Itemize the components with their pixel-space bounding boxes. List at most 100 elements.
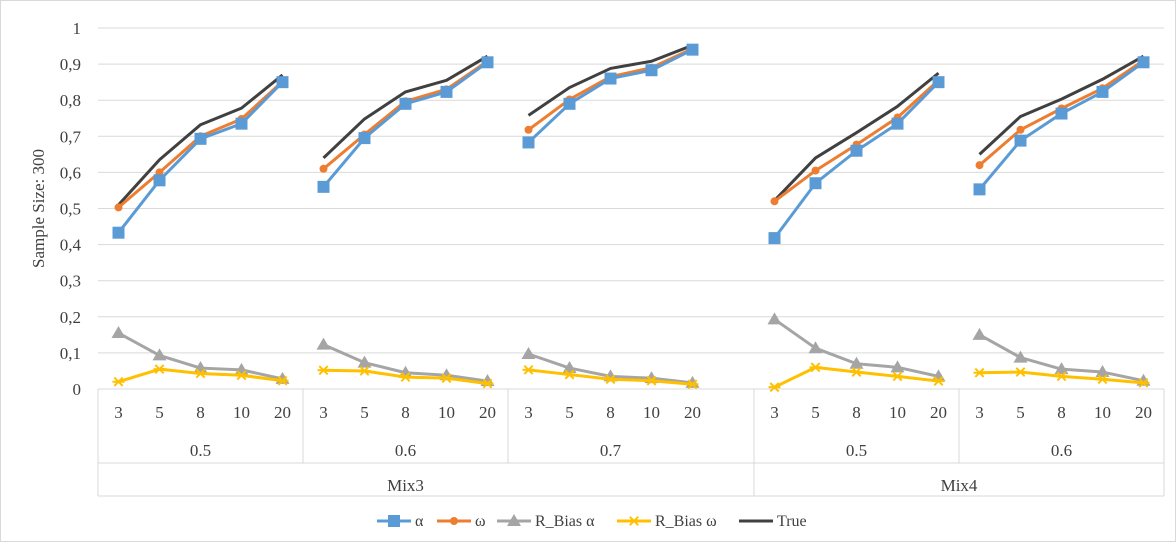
x-tick-label: 8 [606,403,615,422]
data-point-marker [399,97,412,110]
data-point-marker [770,197,779,206]
data-point-marker [522,364,535,375]
marker-stroke [441,373,452,384]
data-point-marker [767,312,782,325]
marker-stroke [769,382,780,393]
data-point-marker [357,355,372,368]
data-point-marker [1014,134,1027,147]
data-point-marker [686,43,699,56]
marker-stroke [154,364,165,375]
subgroup-label: 0.5 [190,441,211,460]
data-point-marker [319,164,328,173]
data-point-marker [811,166,820,175]
legend-label: α [415,513,424,530]
data-point-marker [112,226,125,239]
data-point-marker [809,362,822,373]
marker-stroke [892,371,903,382]
x-tick-label: 8 [196,403,205,422]
data-point-marker [890,360,905,373]
series-line-segment [322,59,489,170]
marker-stroke [113,376,124,387]
legend-label: R_Bias α [535,513,595,530]
x-tick-label: 8 [852,403,861,422]
marker-stroke [687,379,698,390]
x-tick-label: 3 [524,403,533,422]
marker-stroke [605,374,616,385]
data-point-marker [522,136,535,149]
y-tick-label: 0,9 [60,55,81,74]
x-tick-label: 8 [1057,403,1066,422]
series-line-segment [773,71,940,202]
y-tick-label: 0,6 [60,163,81,182]
x-tick-label: 20 [1135,403,1152,422]
marker-stroke [1056,371,1067,382]
marker-stroke [810,362,821,373]
data-point-marker [645,64,658,77]
marker-stroke [646,375,657,386]
y-tick-label: 1 [73,19,82,38]
subgroup-label: 0.6 [1051,441,1072,460]
x-tick-label: 3 [975,403,984,422]
data-point-marker [152,348,167,361]
data-point-marker [1096,374,1109,385]
data-point-marker [973,183,986,196]
series-line-segment [978,54,1145,156]
marker-stroke [523,364,534,375]
x-tick-label: 3 [319,403,328,422]
legend-item: True [739,513,807,530]
series-line-segment [527,43,694,117]
data-point-marker [604,72,617,85]
axes: 0 0,1 0,2 0,3 0,4 0,5 0,6 0,7 0,8 0,9 1 [60,19,1164,399]
data-point-marker [114,203,123,212]
marker-stroke [564,369,575,380]
legend-item: ω [437,513,486,530]
data-point-marker [194,368,207,379]
series-α [112,43,1150,245]
x-tick-label: 3 [114,403,123,422]
data-point-marker [563,97,576,110]
x-tick-label: 10 [643,403,660,422]
y-tick-label: 0,4 [60,236,82,255]
legend-item: α [377,513,424,530]
marker-stroke [1138,377,1149,388]
series-line-segment [773,81,940,239]
data-point-marker [358,132,371,145]
data-point-marker [809,177,822,190]
data-point-marker [276,76,289,89]
data-point-marker [849,356,864,369]
x-tick-label: 5 [155,403,164,422]
x-tick-label: 3 [770,403,779,422]
data-point-marker [450,517,458,525]
data-point-marker [850,367,863,377]
series-line-segment [978,61,1145,191]
data-point-marker [112,376,125,387]
marker-stroke [851,367,862,377]
x-tick-label: 20 [930,403,947,422]
series-true [117,43,1145,206]
y-tick-label: 0,7 [60,127,82,146]
x-tick-label: 20 [684,403,701,422]
legend-label: True [777,513,807,530]
data-point-marker [153,174,166,187]
series-r-bias-ω [112,362,1150,393]
data-point-marker [1013,350,1028,363]
data-point-marker [153,364,166,375]
marker-stroke [1097,374,1108,385]
data-point-marker [399,372,412,382]
data-point-marker [645,375,658,386]
series-ω [114,44,1148,212]
legend-label: ω [475,513,486,530]
data-point-marker [1137,377,1150,388]
data-point-marker [440,85,453,98]
x-tick-label: 20 [274,403,291,422]
x-tick-label: 10 [233,403,250,422]
series-line-segment [117,73,284,206]
subgroup-label: 0.6 [395,441,416,460]
data-point-marker [235,117,248,130]
marker-stroke [974,367,985,378]
data-point-marker [316,337,331,350]
x-tick-label: 10 [438,403,455,422]
y-tick-label: 0 [73,380,82,399]
